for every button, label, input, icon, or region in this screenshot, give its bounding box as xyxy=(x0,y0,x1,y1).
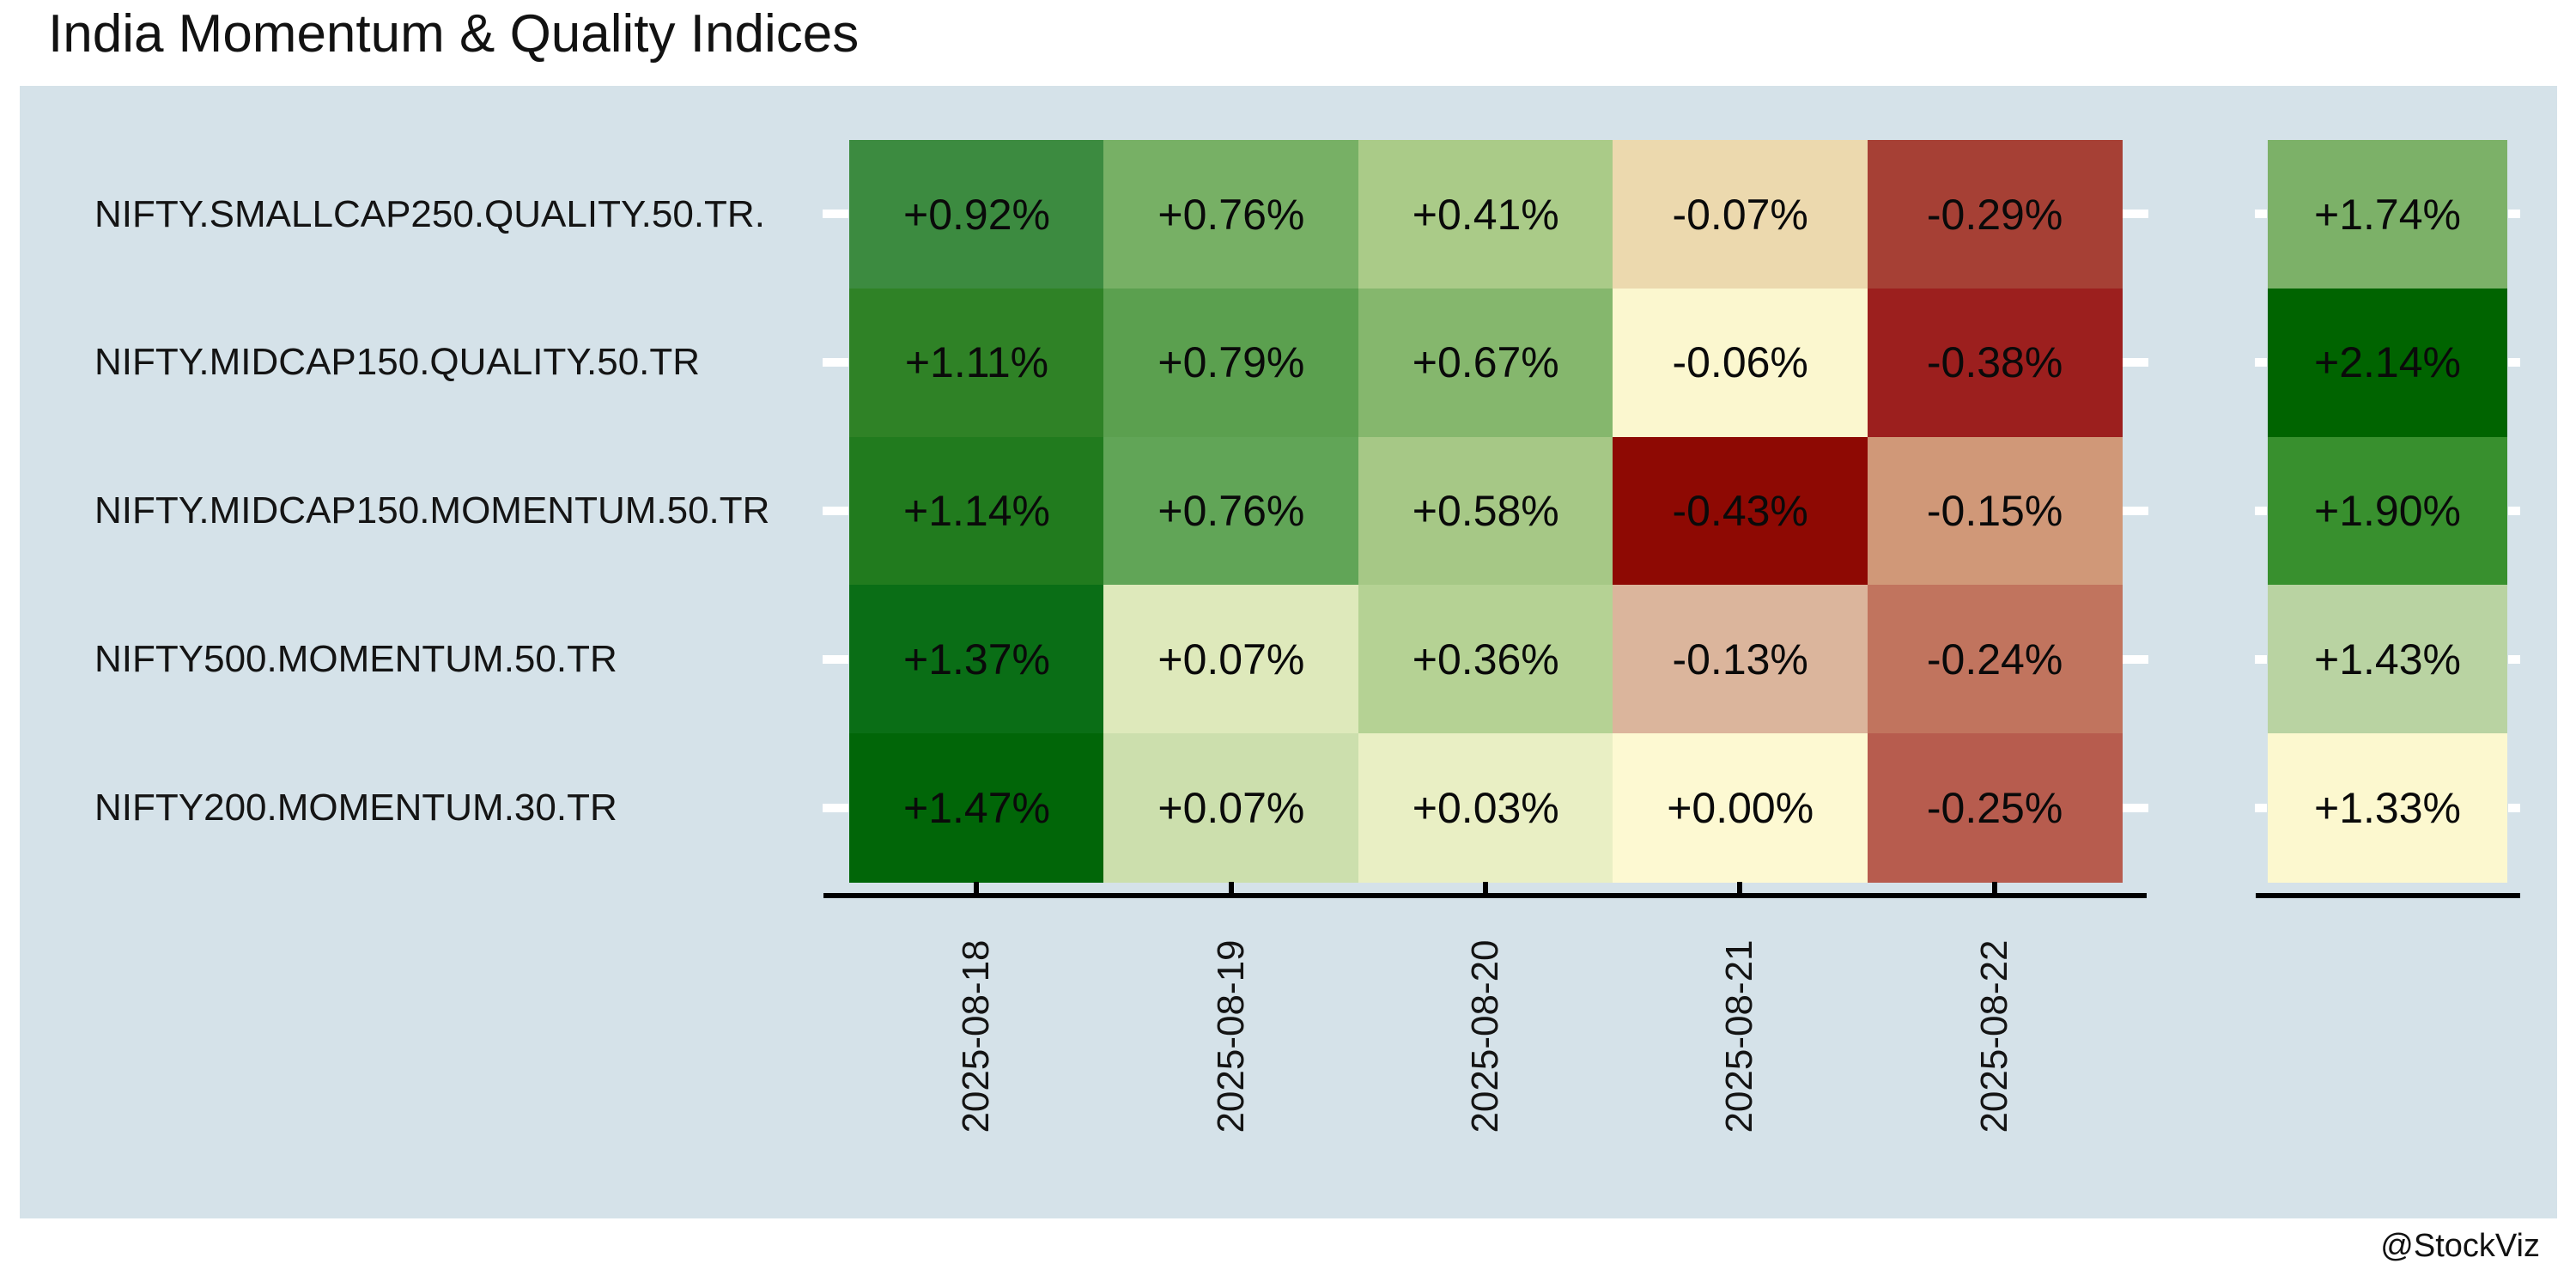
heatmap-cell: +0.07% xyxy=(1103,585,1359,734)
heatmap-cell: +0.03% xyxy=(1358,733,1613,883)
heatmap-cell: +1.11% xyxy=(849,288,1104,438)
y-tick xyxy=(2508,210,2520,219)
main-heatmap: +0.92% +0.76% +0.41% -0.07% -0.29% +1.11% +0.7… xyxy=(849,140,2123,883)
y-tick xyxy=(823,210,848,219)
heatmap-cell: +0.79% xyxy=(1103,288,1359,438)
date-label: 2025-08-18 xyxy=(955,939,998,1133)
date-label: 2025-08-21 xyxy=(1718,939,1761,1133)
x-tick xyxy=(1737,882,1743,894)
y-tick xyxy=(823,803,848,812)
y-tick xyxy=(2123,803,2148,812)
x-tick xyxy=(974,882,980,894)
y-tick xyxy=(2255,654,2267,664)
heatmap-cell: +0.92% xyxy=(849,140,1104,289)
x-tick xyxy=(1991,882,1997,894)
date-label: 2025-08-20 xyxy=(1464,939,1506,1133)
y-tick xyxy=(2508,654,2520,664)
heatmap-cell: +0.41% xyxy=(1358,140,1613,289)
heatmap-cell: -0.13% xyxy=(1613,585,1868,734)
heatmap-cell: -0.29% xyxy=(1867,140,2123,289)
y-tick xyxy=(2508,803,2520,812)
heatmap-cell: +0.36% xyxy=(1358,585,1613,734)
heatmap-cell: -0.25% xyxy=(1867,733,2123,883)
row-label: NIFTY.SMALLCAP250.QUALITY.50.TR. xyxy=(94,192,765,235)
heatmap-cell: +0.76% xyxy=(1103,436,1359,586)
row-label: NIFTY.MIDCAP150.MOMENTUM.50.TR xyxy=(94,489,770,532)
y-tick xyxy=(2255,210,2267,219)
y-tick xyxy=(2508,507,2520,515)
row-label: NIFTY200.MOMENTUM.30.TR xyxy=(94,786,617,829)
x-tick xyxy=(1228,882,1234,894)
x-tick xyxy=(1483,882,1488,894)
heatmap-cell: -0.06% xyxy=(1613,288,1868,438)
y-tick xyxy=(2255,358,2267,368)
y-tick xyxy=(823,654,848,664)
main-x-axis-line xyxy=(823,893,2147,898)
summary-cell: +2.14% xyxy=(2268,288,2507,438)
y-tick xyxy=(2123,358,2148,368)
heatmap-cell: +0.00% xyxy=(1613,733,1868,883)
date-label: 2025-08-22 xyxy=(1972,939,2015,1133)
row-label: NIFTY500.MOMENTUM.50.TR xyxy=(94,637,617,680)
summary-x-axis-line xyxy=(2256,893,2520,898)
summary-cell: +1.74% xyxy=(2268,140,2507,289)
heatmap-cell: +0.67% xyxy=(1358,288,1613,438)
row-label: NIFTY.MIDCAP150.QUALITY.50.TR xyxy=(94,341,701,384)
heatmap-cell: +0.76% xyxy=(1103,140,1359,289)
chart-title: India Momentum & Quality Indices xyxy=(48,4,860,64)
heatmap-cell: +0.07% xyxy=(1103,733,1359,883)
date-label: 2025-08-19 xyxy=(1209,939,1252,1133)
y-tick xyxy=(823,507,848,515)
y-tick xyxy=(2123,654,2148,664)
credit-watermark: @StockViz xyxy=(2380,1228,2540,1264)
y-tick xyxy=(2123,507,2148,515)
summary-cell: +1.90% xyxy=(2268,436,2507,586)
summary-cell: +1.43% xyxy=(2268,585,2507,734)
heatmap-cell: -0.38% xyxy=(1867,288,2123,438)
heatmap-cell: -0.43% xyxy=(1613,436,1868,586)
summary-heatmap: +1.74% +2.14% +1.90% +1.43% +1.33% xyxy=(2268,140,2507,883)
heatmap-cell: -0.07% xyxy=(1613,140,1868,289)
heatmap-cell: +1.47% xyxy=(849,733,1104,883)
y-tick xyxy=(2508,358,2520,368)
y-tick xyxy=(2123,210,2148,219)
heatmap-cell: +0.58% xyxy=(1358,436,1613,586)
heatmap-cell: +1.37% xyxy=(849,585,1104,734)
heatmap-cell: +1.14% xyxy=(849,436,1104,586)
heatmap-cell: -0.15% xyxy=(1867,436,2123,586)
y-tick xyxy=(823,358,848,368)
heatmap-cell: -0.24% xyxy=(1867,585,2123,734)
y-tick xyxy=(2255,507,2267,515)
y-tick xyxy=(2255,803,2267,812)
summary-cell: +1.33% xyxy=(2268,733,2507,883)
